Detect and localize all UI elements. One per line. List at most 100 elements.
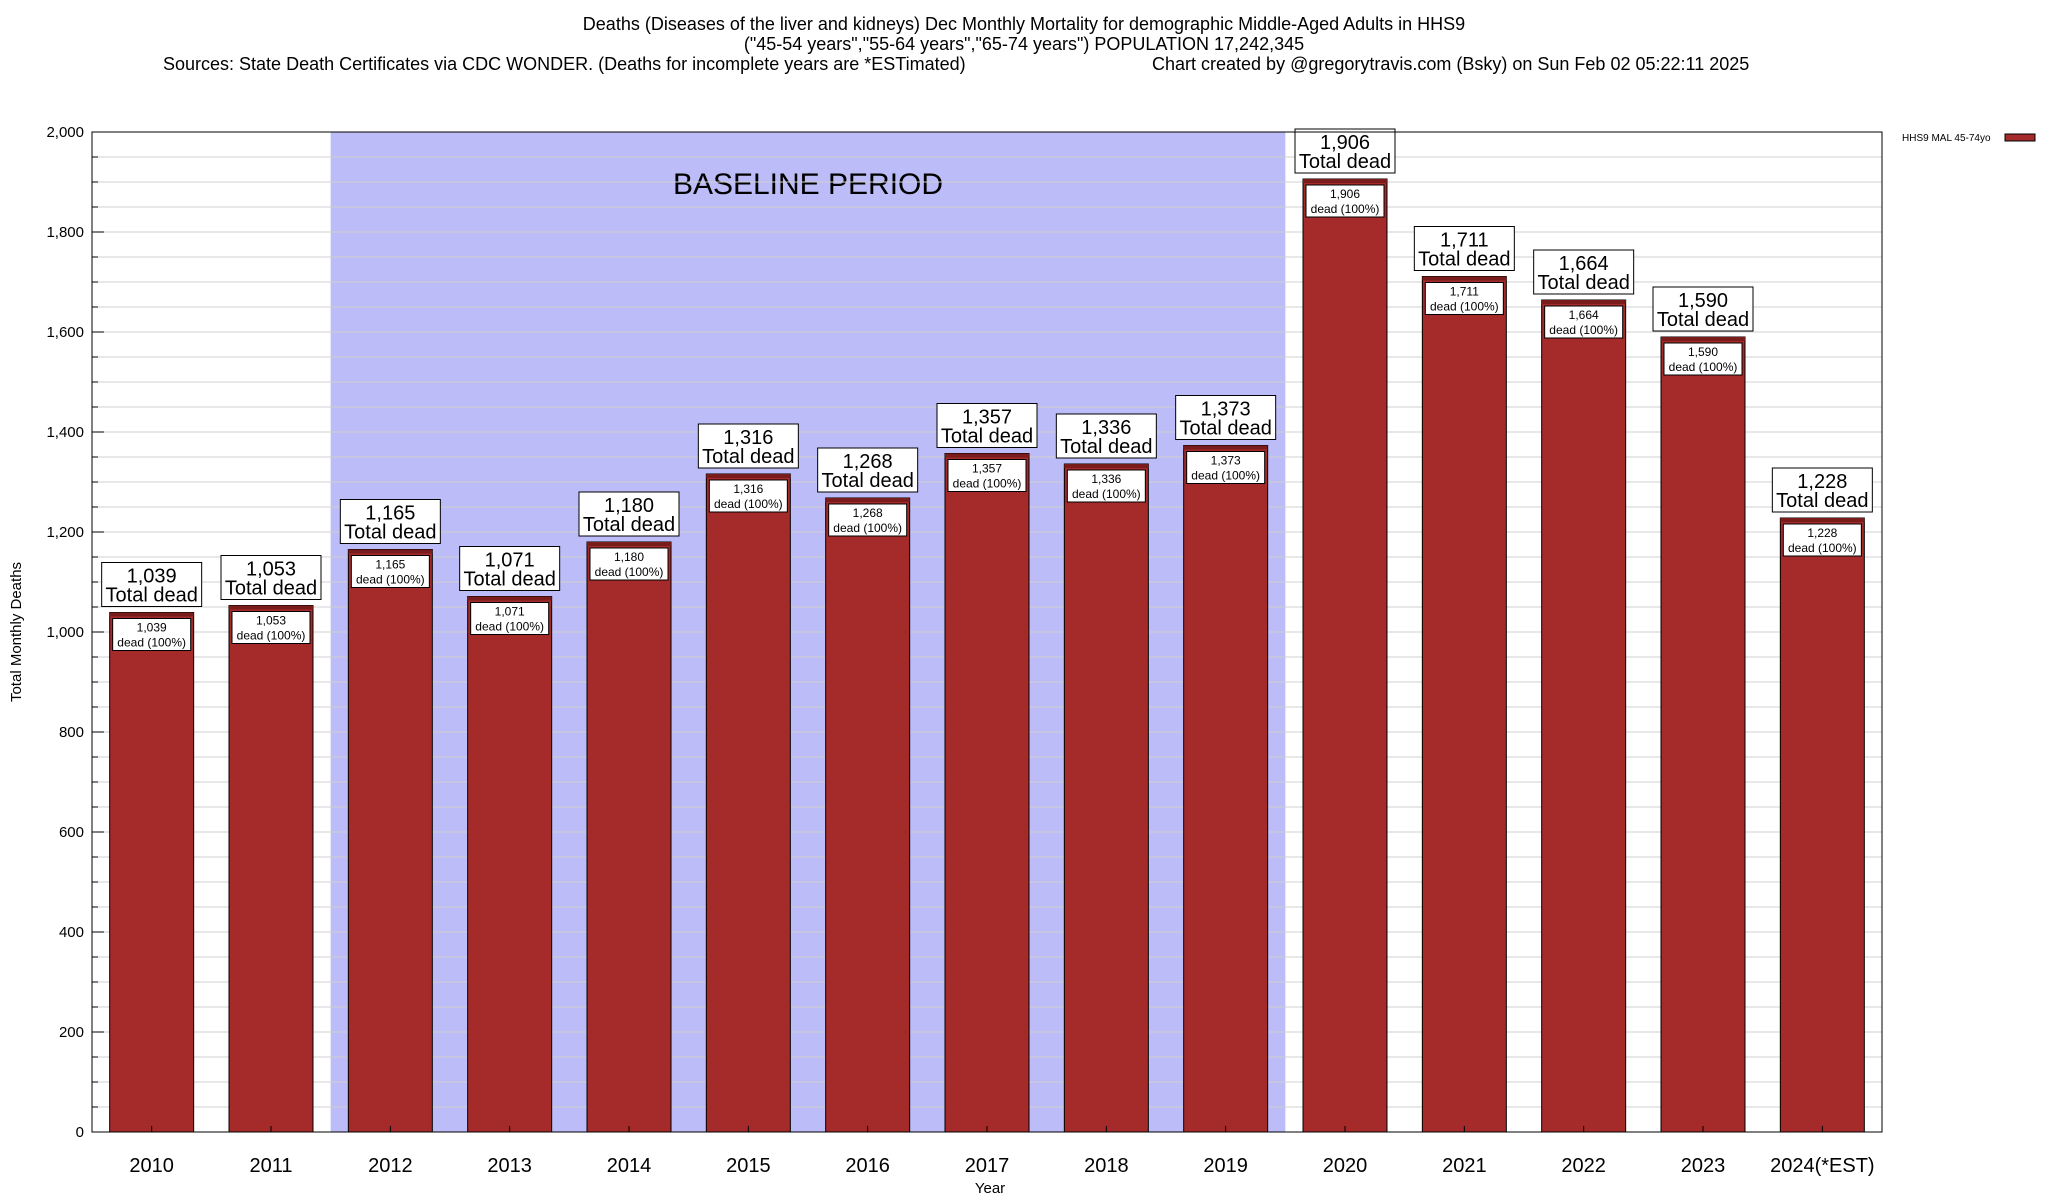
bar-top-segment [825, 498, 910, 502]
bar [586, 541, 672, 1133]
bar-total-value-label: 1,357 [962, 407, 1012, 429]
x-tick-label: 2014 [607, 1155, 652, 1177]
bar-total-value-label: 1,165 [365, 503, 415, 525]
x-tick-label: 2016 [845, 1155, 890, 1177]
bar-inner-label-box [828, 503, 908, 537]
bar-inner-label-box [708, 479, 788, 513]
legend-label: HHS9 MAL 45-74yo [1902, 133, 1991, 144]
bar-total-value-label: 1,071 [485, 550, 535, 572]
bar-total-label-box [1533, 249, 1635, 295]
bar-inner-value-label: 1,357 [972, 462, 1002, 476]
chart-subtitle: ("45-54 years","55-64 years","65-74 year… [743, 34, 1305, 54]
bar [347, 549, 433, 1133]
y-tick-label: 400 [59, 924, 84, 941]
chart-title: Deaths (Diseases of the liver and kidney… [582, 14, 1466, 34]
bar-inner-label-box [1663, 342, 1743, 376]
bar-inner-value-label: 1,180 [614, 550, 644, 564]
bar-top-segment [945, 453, 1029, 458]
bar [228, 605, 314, 1133]
y-tick-label: 1,600 [46, 324, 84, 341]
bar-inner-label-box [1186, 451, 1266, 484]
y-tick-label: 1,800 [46, 224, 84, 241]
bar-total-label-box [220, 555, 322, 600]
bar-total-label-box [101, 562, 203, 607]
bar-total-value-label: 1,711 [1440, 230, 1489, 252]
bar-inner-label-box [112, 618, 192, 651]
bar [705, 473, 791, 1133]
bar-inner-value-label: 1,590 [1688, 345, 1718, 359]
y-tick-label: 1,400 [46, 424, 84, 441]
bar-total-label-box [1175, 395, 1277, 440]
bar-total-value-label: 1,039 [127, 566, 177, 588]
bar-top-segment [1422, 276, 1507, 281]
x-tick-label: 2017 [965, 1155, 1010, 1177]
bar-inner-dead-label: dead (100%) [595, 565, 664, 579]
x-tick-label: 2019 [1203, 1155, 1248, 1177]
chart-sources: Sources: State Death Certificates via CD… [163, 54, 966, 74]
baseline-period-label: BASELINE PERIOD [673, 168, 943, 201]
y-tick-label: 800 [59, 724, 84, 741]
bar-inner-value-label: 1,664 [1569, 308, 1599, 322]
x-tick-label: 2018 [1084, 1155, 1129, 1177]
bar-total-label-box [1652, 286, 1754, 332]
bar [1660, 336, 1746, 1133]
bar-top-segment [706, 474, 791, 478]
bar-total-dead-label: Total dead [1299, 151, 1391, 173]
x-tick-label: 2015 [726, 1155, 771, 1177]
y-tick-label: 200 [59, 1024, 84, 1041]
bar-inner-dead-label: dead (100%) [356, 573, 425, 587]
bar-inner-value-label: 1,711 [1450, 285, 1479, 299]
bar-top-segment [1541, 300, 1626, 304]
x-tick-label: 2011 [249, 1155, 292, 1177]
bar-top-segment [1183, 445, 1268, 450]
bar-inner-label-box [947, 459, 1027, 492]
bar-inner-label-box [1305, 184, 1385, 218]
bar-inner-dead-label: dead (100%) [1072, 487, 1141, 501]
bar [1063, 463, 1149, 1133]
bar-total-dead-label: Total dead [941, 426, 1033, 448]
bar-inner-dead-label: dead (100%) [1669, 360, 1738, 374]
bar-total-value-label: 1,590 [1678, 290, 1728, 312]
x-tick-label: 2020 [1323, 1155, 1368, 1177]
x-tick-label: 2022 [1561, 1155, 1606, 1177]
bar-total-dead-label: Total dead [822, 470, 914, 492]
bar-inner-value-label: 1,316 [733, 482, 763, 496]
bar-total-dead-label: Total dead [1657, 309, 1749, 331]
bar-total-dead-label: Total dead [583, 514, 675, 536]
bar-inner-value-label: 1,268 [853, 506, 883, 520]
bar-inner-value-label: 1,039 [137, 621, 167, 635]
x-tick-label: 2023 [1681, 1155, 1726, 1177]
bar-top-segment [229, 605, 313, 610]
x-tick-label: 2012 [368, 1155, 413, 1177]
bar-total-label-box [697, 423, 799, 469]
bar-total-label-box [1294, 128, 1396, 174]
bar-inner-value-label: 1,053 [256, 614, 286, 628]
bar-inner-dead-label: dead (100%) [714, 497, 783, 511]
bar-top-segment [1303, 179, 1387, 183]
x-tick-label: 2010 [129, 1155, 174, 1177]
bar [1302, 178, 1388, 1133]
bar-inner-label-box [470, 602, 550, 635]
bar-inner-dead-label: dead (100%) [475, 620, 544, 634]
bar-total-label-box [339, 499, 441, 544]
bar-total-dead-label: Total dead [225, 578, 317, 600]
bar-inner-dead-label: dead (100%) [1191, 469, 1260, 483]
bar-inner-value-label: 1,228 [1807, 526, 1837, 540]
y-tick-label: 0 [76, 1124, 84, 1141]
bar-inner-value-label: 1,165 [375, 558, 405, 572]
bar [467, 596, 553, 1133]
plot-frame [91, 131, 1883, 1133]
bar-inner-dead-label: dead (100%) [1430, 300, 1499, 314]
bar [944, 453, 1030, 1133]
bar-inner-label-box [1544, 305, 1624, 339]
bar-inner-dead-label: dead (100%) [117, 636, 186, 650]
bar-total-label-box [936, 403, 1038, 448]
bar-inner-value-label: 1,906 [1330, 187, 1360, 201]
bar-inner-label-box [589, 547, 669, 581]
bar-total-label-box [1055, 413, 1157, 459]
bar-inner-dead-label: dead (100%) [237, 629, 306, 643]
bar-total-value-label: 1,906 [1320, 132, 1370, 154]
bar-top-segment [467, 596, 552, 601]
bar-total-dead-label: Total dead [1060, 436, 1152, 458]
